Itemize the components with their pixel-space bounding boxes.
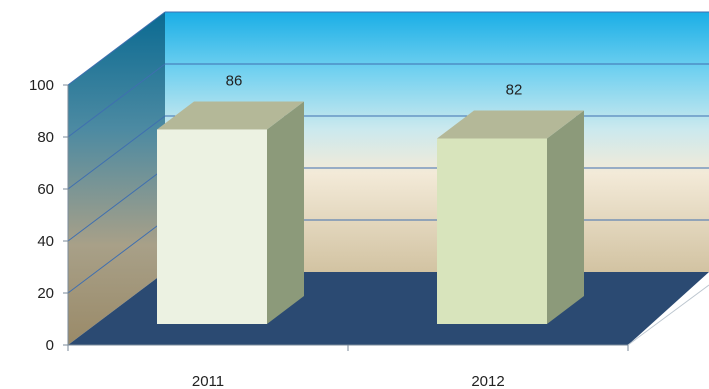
x-axis-ticks: 2011 2012 (67, 345, 629, 389)
bar-top (157, 101, 304, 130)
bars: 86 82 (157, 72, 584, 325)
gridline-side (67, 63, 166, 138)
bar: 86 (157, 72, 304, 324)
y-tick-label: 20 (37, 285, 54, 302)
x-axis-floor-edge (627, 284, 709, 346)
y-tick-label: 40 (37, 233, 54, 250)
bar-side (267, 101, 304, 324)
y-tick-label: 60 (37, 181, 54, 198)
data-label: 86 (226, 72, 243, 89)
y-tick-label: 80 (37, 129, 54, 146)
x-tick-label: 2012 (471, 373, 504, 389)
y-axis-ticks: 0 20 40 60 80 100 (29, 77, 68, 354)
gridline-side (67, 167, 166, 242)
bar-front (157, 129, 267, 324)
gridline-side (67, 219, 166, 294)
y-tick-label: 100 (29, 77, 54, 94)
bar: 82 (437, 82, 584, 325)
y-tick-label: 0 (46, 337, 54, 354)
bar-front (437, 138, 547, 324)
x-tick-label: 2011 (192, 373, 224, 389)
data-label: 82 (506, 82, 523, 99)
gridline-side (67, 11, 166, 86)
bar-side (547, 110, 584, 325)
bar-top (437, 110, 584, 139)
gridline-side (67, 115, 166, 190)
side-wall (68, 12, 165, 345)
